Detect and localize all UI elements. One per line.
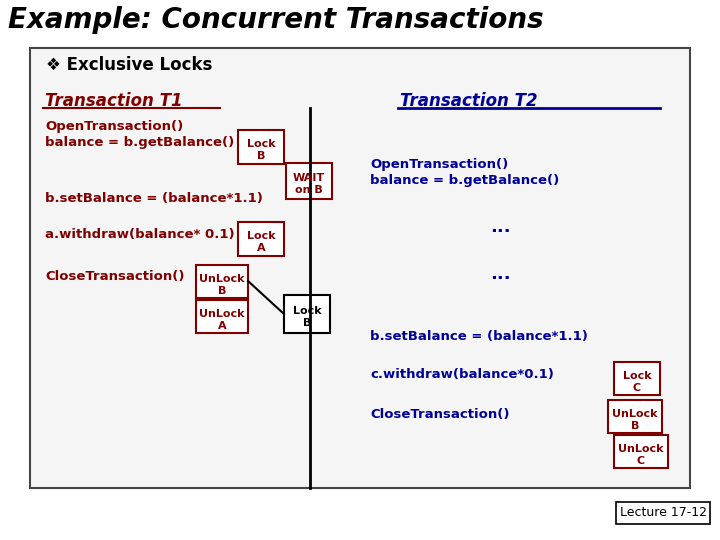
Bar [614, 362, 660, 395]
Text: Example: Concurrent Transactions: Example: Concurrent Transactions [8, 6, 544, 34]
Text: ...: ... [490, 265, 510, 283]
Bar [30, 48, 690, 488]
Text: Lock
C: Lock C [623, 371, 652, 393]
Bar [616, 502, 710, 524]
Text: OpenTransaction(): OpenTransaction() [370, 158, 508, 171]
Text: c.withdraw(balance*0.1): c.withdraw(balance*0.1) [370, 368, 554, 381]
Text: CloseTransaction(): CloseTransaction() [370, 408, 510, 421]
Bar [196, 300, 248, 333]
Text: Lock
B: Lock B [293, 306, 321, 328]
Text: balance = b.getBalance(): balance = b.getBalance() [370, 174, 559, 187]
Bar [238, 222, 284, 256]
Text: Lock
A: Lock A [247, 231, 275, 253]
Bar [284, 295, 330, 333]
Bar [196, 265, 248, 298]
Text: Transaction T2: Transaction T2 [400, 92, 538, 110]
Text: UnLock
A: UnLock A [199, 309, 245, 330]
Text: UnLock
C: UnLock C [618, 444, 664, 465]
Bar [286, 163, 332, 199]
Text: OpenTransaction(): OpenTransaction() [45, 120, 184, 133]
Text: ❖ Exclusive Locks: ❖ Exclusive Locks [46, 56, 212, 74]
Text: UnLock
B: UnLock B [612, 409, 658, 430]
Text: balance = b.getBalance(): balance = b.getBalance() [45, 136, 234, 149]
Text: b.setBalance = (balance*1.1): b.setBalance = (balance*1.1) [45, 192, 263, 205]
Bar [608, 400, 662, 433]
Bar [614, 435, 668, 468]
Text: ...: ... [490, 218, 510, 236]
Bar [238, 130, 284, 164]
Text: UnLock
B: UnLock B [199, 274, 245, 295]
Text: Lock
B: Lock B [247, 139, 275, 160]
Text: CloseTransaction(): CloseTransaction() [45, 270, 184, 283]
Text: Lecture 17-12: Lecture 17-12 [619, 507, 706, 519]
Text: a.withdraw(balance* 0.1): a.withdraw(balance* 0.1) [45, 228, 235, 241]
Text: b.setBalance = (balance*1.1): b.setBalance = (balance*1.1) [370, 330, 588, 343]
Text: Transaction T1: Transaction T1 [45, 92, 183, 110]
Text: WAIT
on B: WAIT on B [293, 173, 325, 194]
